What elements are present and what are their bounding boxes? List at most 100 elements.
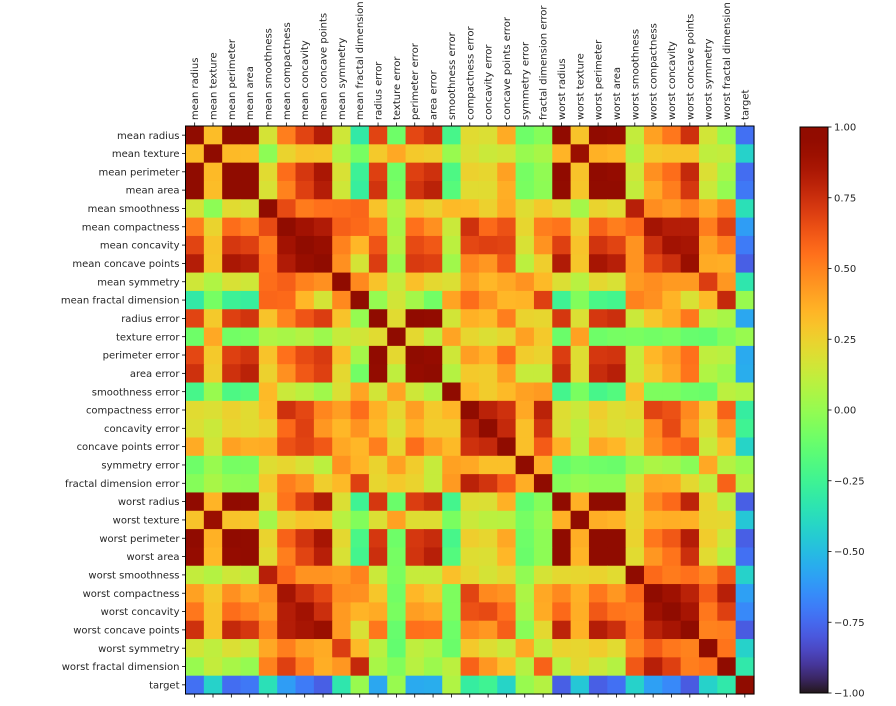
heatmap-cell <box>350 217 370 237</box>
heatmap-cell <box>607 364 627 384</box>
heatmap-cell <box>387 235 407 255</box>
heatmap-cell <box>478 400 498 420</box>
heatmap-cell <box>332 620 352 640</box>
heatmap-cell <box>680 455 700 475</box>
heatmap-cell <box>203 419 223 439</box>
heatmap-cell <box>570 126 590 145</box>
y-tick-label: mean perimeter <box>98 167 180 178</box>
heatmap-cell <box>717 529 737 549</box>
heatmap-cell <box>368 180 388 200</box>
heatmap-cell <box>515 290 535 310</box>
heatmap-cell <box>570 547 590 567</box>
heatmap-cell <box>332 327 352 347</box>
heatmap-cell <box>552 474 572 494</box>
heatmap-cell <box>717 492 737 512</box>
heatmap-cell <box>680 272 700 292</box>
heatmap-cell <box>735 235 755 255</box>
heatmap-cell <box>735 400 755 420</box>
heatmap-cell <box>442 675 462 695</box>
heatmap-cell <box>332 657 352 677</box>
heatmap-cell <box>533 254 553 274</box>
heatmap-cell <box>680 547 700 567</box>
heatmap-cell <box>442 254 462 274</box>
heatmap-cell <box>423 675 443 695</box>
heatmap-cell <box>552 364 572 384</box>
heatmap-cell <box>442 126 462 145</box>
heatmap-cell <box>680 510 700 530</box>
heatmap-cell <box>185 639 205 658</box>
heatmap-cell <box>405 675 425 695</box>
x-tick-label: worst concavity <box>667 41 678 120</box>
heatmap-cell <box>442 437 462 457</box>
heatmap-cell <box>442 272 462 292</box>
heatmap-cell <box>625 492 645 512</box>
heatmap-cell <box>625 235 645 255</box>
heatmap-cell <box>277 565 297 585</box>
heatmap-cell <box>698 345 718 365</box>
heatmap-cell <box>258 474 278 494</box>
heatmap-cell <box>607 510 627 530</box>
colorbar <box>799 126 829 694</box>
heatmap-cell <box>295 364 315 384</box>
heatmap-cell <box>698 162 718 182</box>
heatmap-cell <box>460 400 480 420</box>
heatmap-cell <box>222 492 242 512</box>
heatmap-cell <box>625 382 645 402</box>
heatmap-cell <box>222 437 242 457</box>
heatmap-cell <box>423 437 443 457</box>
colorbar-tick-label: −0.50 <box>834 547 865 558</box>
heatmap-cell <box>240 419 260 439</box>
heatmap-cell <box>588 455 608 475</box>
heatmap-cell <box>405 455 425 475</box>
heatmap-cell <box>625 345 645 365</box>
heatmap-cell <box>552 180 572 200</box>
heatmap-cell <box>460 492 480 512</box>
heatmap-cell <box>442 162 462 182</box>
heatmap-cell <box>405 547 425 567</box>
heatmap-cell <box>717 235 737 255</box>
heatmap-cell <box>717 199 737 219</box>
heatmap-cell <box>222 657 242 677</box>
heatmap-cell <box>533 565 553 585</box>
heatmap-cell <box>662 144 682 164</box>
heatmap-cell <box>643 126 663 145</box>
heatmap-cell <box>203 382 223 402</box>
heatmap-cell <box>698 419 718 439</box>
heatmap-cell <box>423 309 443 329</box>
heatmap-cell <box>533 437 553 457</box>
heatmap-cell <box>662 345 682 365</box>
heatmap-cell <box>607 144 627 164</box>
x-tick-label: worst fractal dimension <box>722 2 733 120</box>
heatmap-cell <box>368 144 388 164</box>
heatmap-cell <box>552 345 572 365</box>
heatmap-cell <box>277 400 297 420</box>
heatmap-cell <box>460 620 480 640</box>
heatmap-cell <box>332 254 352 274</box>
heatmap-cell <box>423 144 443 164</box>
heatmap-cell <box>387 400 407 420</box>
heatmap-cell <box>533 419 553 439</box>
heatmap-cell <box>662 419 682 439</box>
heatmap-cell <box>442 345 462 365</box>
heatmap-cell <box>405 529 425 549</box>
heatmap-cell <box>625 675 645 695</box>
heatmap-cell <box>258 217 278 237</box>
x-tick-label: area error <box>429 69 440 120</box>
y-tick-label: compactness error <box>86 406 180 417</box>
heatmap-cell <box>332 529 352 549</box>
heatmap-cell <box>588 327 608 347</box>
y-tick-label: mean fractal dimension <box>61 296 180 307</box>
heatmap-cell <box>478 180 498 200</box>
colorbar-tick-label: 1.00 <box>834 123 856 134</box>
heatmap-cell <box>240 144 260 164</box>
heatmap-cell <box>625 529 645 549</box>
heatmap-cell <box>350 474 370 494</box>
heatmap-cell <box>533 382 553 402</box>
heatmap-cell <box>277 180 297 200</box>
heatmap-cell <box>295 437 315 457</box>
heatmap-cell <box>222 565 242 585</box>
heatmap-cell <box>533 474 553 494</box>
heatmap-cell <box>497 400 517 420</box>
heatmap-cell <box>368 529 388 549</box>
heatmap-cell <box>478 474 498 494</box>
